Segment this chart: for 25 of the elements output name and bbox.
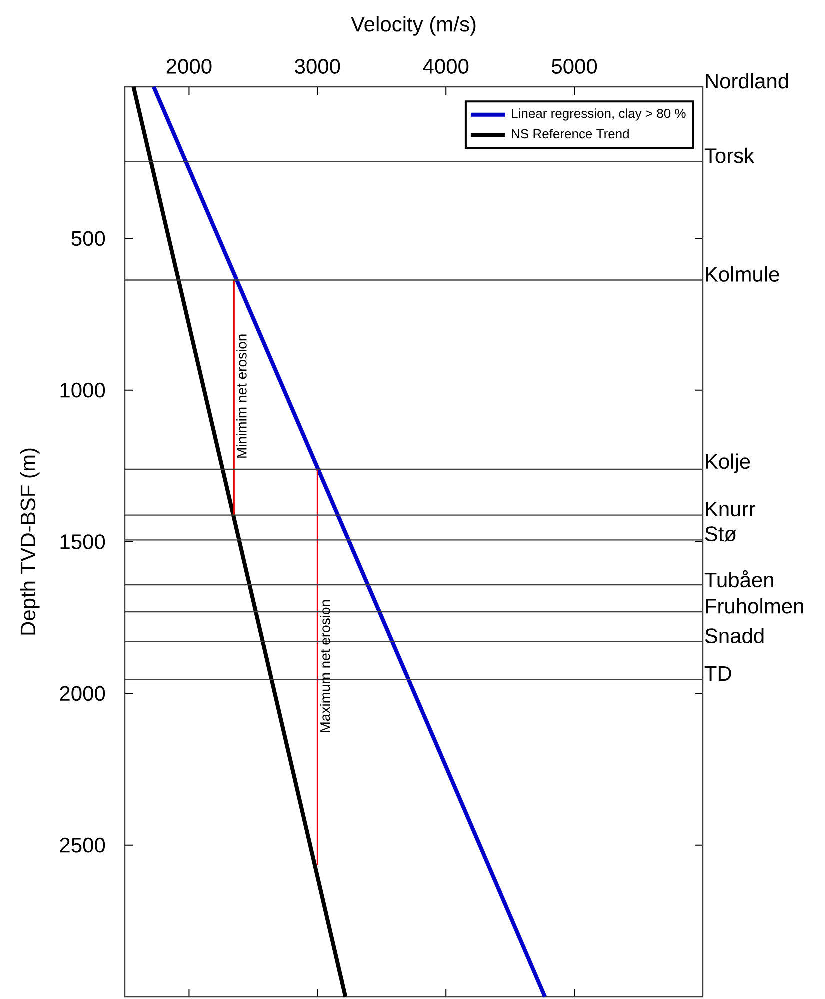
x-tick-label: 2000 (166, 59, 212, 74)
legend-label: NS Reference Trend (512, 129, 629, 139)
ref-line-label: Fruholmen (706, 598, 804, 614)
ref-line-label: Torsk (704, 148, 755, 164)
ref-line-label: Tubåen (704, 570, 774, 588)
ref-line-label: Snadd (705, 628, 764, 644)
y-axis-title: Depth TVD-BSF (m) (20, 448, 40, 635)
ref-line-label: TD (704, 666, 732, 681)
y-tick-label: 500 (72, 231, 106, 246)
x-tick-label: 3000 (295, 59, 340, 74)
ref-line-label: Stø (705, 526, 737, 542)
x-tick-label: 5000 (552, 59, 598, 74)
x-axis-title: Velocity (m/s) (351, 16, 476, 36)
y-tick-label: 2000 (60, 686, 106, 702)
annotation: Minimim net erosion (236, 334, 247, 458)
y-tick-label: 1500 (60, 534, 106, 550)
annotation: Maximum net erosion (320, 600, 330, 732)
text: Nordland (706, 73, 788, 89)
ref-line-label: Kolmule (706, 266, 780, 282)
y-tick-label: 1000 (60, 382, 106, 398)
x-tick-label: 4000 (423, 59, 469, 74)
ref-line-label: Knurr (706, 502, 756, 517)
ref-line-label: Kolje (706, 454, 750, 474)
legend-label: Linear regression, clay > 80 % (512, 108, 686, 121)
y-tick-label: 2500 (60, 838, 106, 853)
